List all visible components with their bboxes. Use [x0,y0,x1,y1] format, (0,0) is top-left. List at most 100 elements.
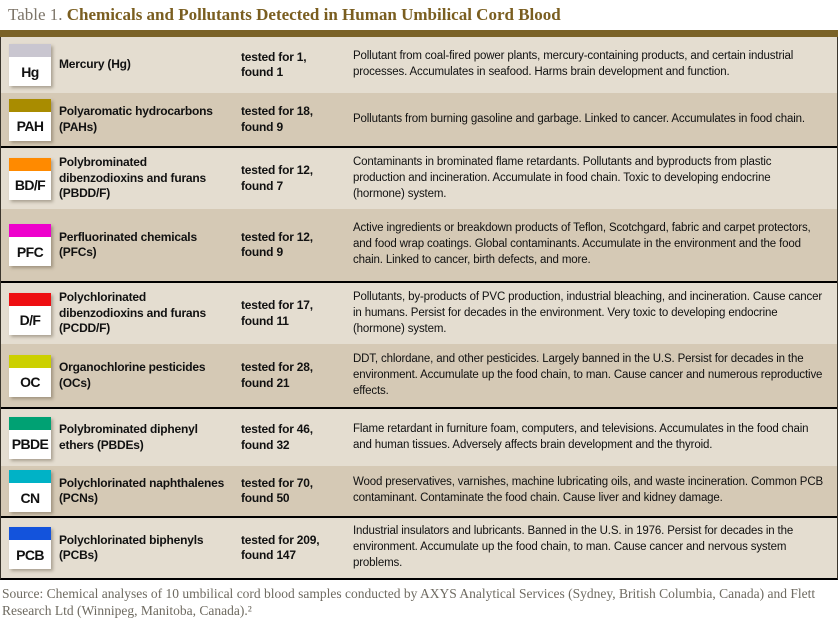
chip-color-band [9,292,51,306]
table-row-oc: OC Organochlorine pesticides (OCs) teste… [1,344,837,408]
table-row-pcddf: D/F Polychlorinated dibenzodioxins and f… [1,283,837,345]
found-count: found 9 [241,119,283,134]
chemical-chip-pfc: PFC [9,224,51,267]
chemical-name: Perfluorinated chemicals (PFCs) [59,229,197,260]
chemical-description: DDT, chlordane, and other pesticides. La… [353,352,823,397]
row-group: D/F Polychlorinated dibenzodioxins and f… [1,283,837,410]
tested-found-cell: tested for 1, found 1 [237,50,349,81]
tested-count: tested for 46, [241,422,313,436]
chip-color-band [9,224,51,238]
chip-abbr: OC [9,367,51,397]
chemical-description: Pollutant from coal-fired power plants, … [353,50,794,79]
table-title: Table 1. Chemicals and Pollutants Detect… [0,0,838,30]
chip-abbr: PBDE [9,429,51,459]
tested-found-cell: tested for 46, found 32 [237,422,349,453]
chemical-chip-bdf: BD/F [9,157,51,200]
chip-color-band [9,416,51,430]
tested-found-cell: tested for 17, found 11 [237,298,349,329]
source-note: Source: Chemical analyses of 10 umbilica… [2,586,816,618]
chip-color-band [9,44,51,58]
icon-cell: OC [1,354,59,397]
found-count: found 7 [241,178,283,193]
chemical-description: Contaminants in brominated flame retarda… [353,155,772,200]
chemical-chip-pah: PAH [9,98,51,141]
chemical-name: Organochlorine pesticides (OCs) [59,360,206,390]
icon-cell: PAH [1,98,59,141]
icon-cell: BD/F [1,157,59,200]
chip-abbr: Hg [9,57,51,87]
chip-abbr: PAH [9,111,51,141]
chemical-name: Mercury (Hg) [59,57,131,72]
tested-count: tested for 12, [241,163,313,177]
tested-found-cell: tested for 209, found 147 [237,533,349,564]
chemical-description: Pollutants, by-products of PVC productio… [353,290,823,335]
found-count: found 147 [241,548,296,563]
chip-abbr: D/F [9,305,51,335]
chemical-description: Flame retardant in furniture foam, compu… [353,422,809,451]
chemical-description: Pollutants from burning gasoline and gar… [353,112,805,125]
tested-found-cell: tested for 28, found 21 [237,360,349,391]
chemicals-table: Hg Mercury (Hg) tested for 1, found 1 Po… [0,37,838,581]
chemical-name: Polybrominated diphenyl ethers (PBDEs) [59,422,198,452]
row-group: BD/F Polybrominated dibenzodioxins and f… [1,148,837,284]
found-count: found 21 [241,375,290,390]
chip-abbr: BD/F [9,170,51,200]
chemical-description: Active ingredients or breakdown products… [353,222,811,267]
icon-cell: PCB [1,527,59,570]
table-row-pbde: PBDE Polybrominated diphenyl ethers (PBD… [1,409,837,467]
table-row-pcb: PCB Polychlorinated biphenyls (PCBs) tes… [1,518,837,579]
icon-cell: D/F [1,292,59,335]
found-count: found 50 [241,491,290,506]
found-count: found 9 [241,245,283,260]
tested-count: tested for 209, [241,532,320,547]
found-count: found 11 [241,313,289,328]
row-group: Hg Mercury (Hg) tested for 1, found 1 Po… [1,37,837,149]
chip-abbr: PFC [9,237,51,267]
chemical-chip-hg: Hg [9,44,51,87]
table-row-pfc: PFC Perfluorinated chemicals (PFCs) test… [1,209,837,282]
table-row-pbddf: BD/F Polybrominated dibenzodioxins and f… [1,148,837,210]
icon-cell: Hg [1,44,59,87]
table-row-mercury: Hg Mercury (Hg) tested for 1, found 1 Po… [1,37,837,94]
row-group: PBDE Polybrominated diphenyl ethers (PBD… [1,409,837,519]
chip-color-band [9,470,51,484]
chemical-chip-pcb: PCB [9,527,51,570]
icon-cell: CN [1,470,59,513]
tested-found-cell: tested for 70, found 50 [237,476,349,507]
chip-color-band [9,98,51,112]
chemical-name: Polychlorinated biphenyls (PCBs) [59,532,204,563]
chemical-description: Industrial insulators and lubricants. Ba… [353,525,794,570]
tested-count: tested for 70, [241,475,313,490]
chemical-chip-cn: CN [9,470,51,513]
chip-abbr: CN [9,483,51,513]
tested-found-cell: tested for 12, found 7 [237,163,349,194]
icon-cell: PBDE [1,416,59,459]
row-group: PCB Polychlorinated biphenyls (PCBs) tes… [1,518,837,579]
found-count: found 1 [241,65,283,80]
chemical-chip-oc: OC [9,354,51,397]
tested-count: tested for 18, [241,104,313,118]
table-row-pcn: CN Polychlorinated naphthalenes (PCNs) t… [1,466,837,517]
tested-count: tested for 28, [241,360,313,374]
tested-count: tested for 17, [241,298,313,312]
chemical-name: Polychlorinated naphthalenes (PCNs) [59,475,225,506]
chemical-name: Polyaromatic hydrocarbons (PAHs) [59,104,213,134]
chemical-description: Wood preservatives, varnishes, machine l… [353,476,824,505]
found-count: found 32 [241,437,290,452]
tested-found-cell: tested for 12, found 9 [237,230,349,261]
chip-color-band [9,157,51,171]
table-title-text: Chemicals and Pollutants Detected in Hum… [66,5,561,24]
chemical-chip-df: D/F [9,292,51,335]
chip-color-band [9,354,51,368]
title-rule [0,30,838,38]
chip-abbr: PCB [9,540,51,570]
table-number: Table 1. [8,5,63,24]
icon-cell: PFC [1,224,59,267]
chemical-chip-pbde: PBDE [9,416,51,459]
chemical-name: Polychlorinated dibenzodioxins and furan… [59,290,207,336]
tested-count: tested for 1, [241,49,307,64]
tested-found-cell: tested for 18, found 9 [237,104,349,135]
tested-count: tested for 12, [241,229,313,244]
chip-color-band [9,527,51,541]
